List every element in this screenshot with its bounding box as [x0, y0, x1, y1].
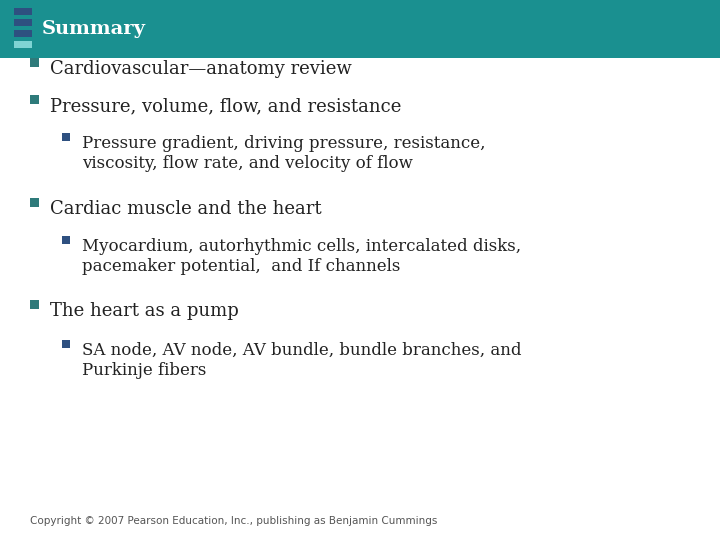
Bar	[30, 198, 39, 207]
Text: Cardiovascular—anatomy review: Cardiovascular—anatomy review	[50, 60, 352, 78]
Bar	[30, 58, 39, 67]
Text: Pressure, volume, flow, and resistance: Pressure, volume, flow, and resistance	[50, 97, 401, 115]
Text: Myocardium, autorhythmic cells, intercalated disks,
pacemaker potential,  and If: Myocardium, autorhythmic cells, intercal…	[82, 238, 521, 275]
Bar	[30, 95, 39, 104]
Text: SA node, AV node, AV bundle, bundle branches, and
Purkinje fibers: SA node, AV node, AV bundle, bundle bran…	[82, 342, 521, 379]
Bar	[14, 8, 32, 15]
Bar	[62, 340, 70, 348]
Bar	[0, 0, 720, 58]
Bar	[30, 300, 39, 309]
Bar	[62, 236, 70, 244]
Bar	[14, 41, 32, 48]
Text: Copyright © 2007 Pearson Education, Inc., publishing as Benjamin Cummings: Copyright © 2007 Pearson Education, Inc.…	[30, 516, 437, 526]
Text: Pressure gradient, driving pressure, resistance,
viscosity, flow rate, and veloc: Pressure gradient, driving pressure, res…	[82, 135, 485, 172]
Text: The heart as a pump: The heart as a pump	[50, 302, 239, 320]
Bar	[14, 19, 32, 26]
Bar	[62, 133, 70, 141]
Text: Summary: Summary	[42, 20, 146, 38]
Text: Cardiac muscle and the heart: Cardiac muscle and the heart	[50, 200, 322, 218]
Bar	[14, 30, 32, 37]
